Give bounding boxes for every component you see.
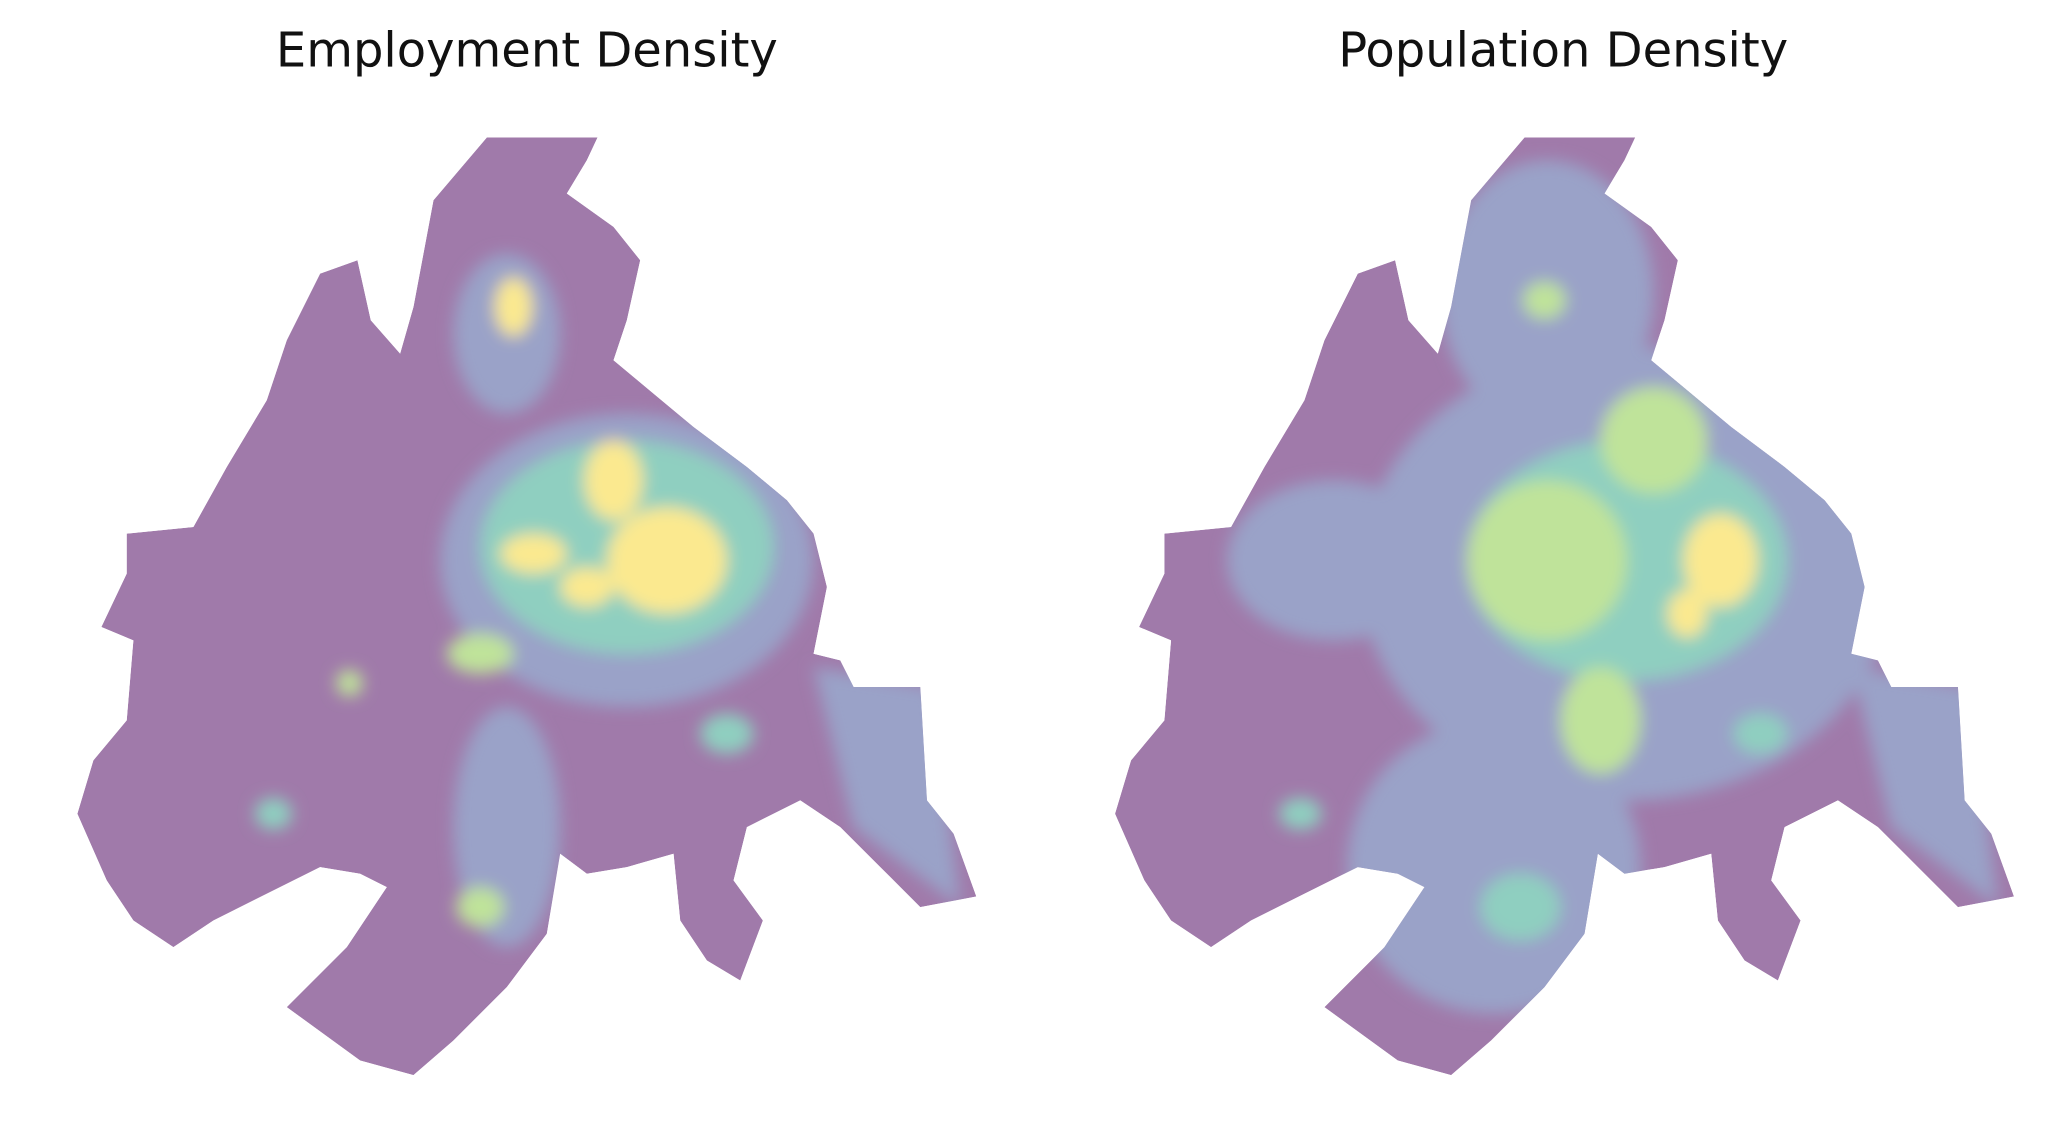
map-title: Population Density [1338,22,1788,78]
map-title: Employment Density [276,22,778,78]
population-map [1115,137,2014,1076]
employment-map [77,137,977,1076]
